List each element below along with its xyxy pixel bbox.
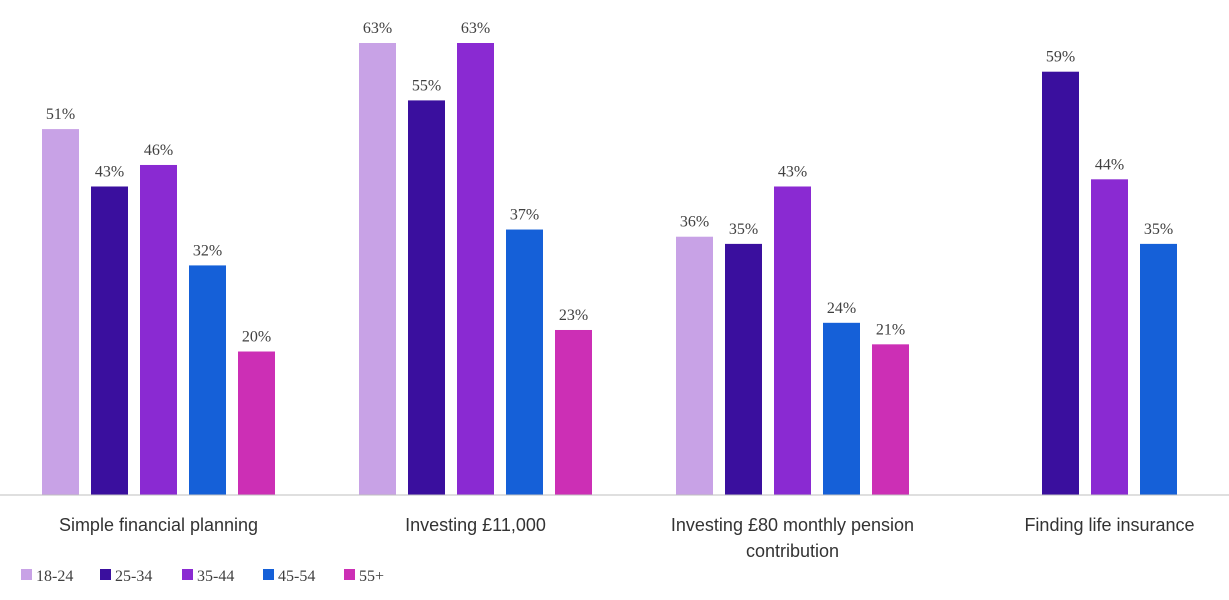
legend: 18-24 25-34 35-44 45-54 55+ (21, 568, 384, 585)
legend-item-label: 25-34 (115, 568, 152, 585)
legend-swatch (182, 569, 193, 580)
bar-4554-cat4 (1140, 243, 1177, 495)
data-label: 36% (680, 214, 709, 231)
data-label: 46% (144, 142, 173, 159)
legend-swatch (100, 569, 111, 580)
category-label: contribution (746, 541, 839, 561)
bars-layer (42, 43, 1177, 496)
legend-item-label: 55+ (359, 568, 384, 585)
bar-55-cat2 (555, 329, 592, 495)
data-label: 59% (1046, 49, 1075, 66)
data-label: 37% (510, 207, 539, 224)
category-label: Investing £80 monthly pension (671, 515, 914, 535)
bar-1824-cat1 (42, 129, 79, 495)
data-label: 35% (1144, 221, 1173, 238)
bar-2534-cat3 (725, 243, 762, 495)
bar-1824-cat3 (676, 236, 713, 495)
legend-swatch (21, 569, 32, 580)
legend-item-label: 45-54 (278, 568, 315, 585)
bar-55-cat1 (238, 351, 275, 495)
data-label: 44% (1095, 156, 1124, 173)
data-label: 23% (559, 307, 588, 324)
bar-1824-cat2 (359, 43, 396, 495)
data-label: 43% (95, 163, 124, 180)
bar-2534-cat4 (1042, 71, 1079, 495)
data-label: 35% (729, 221, 758, 238)
data-label: 20% (242, 329, 271, 346)
data-label: 51% (46, 106, 75, 123)
legend-item-label: 18-24 (36, 568, 73, 585)
category-labels-layer: Simple financial planning Investing £11,0… (59, 515, 1195, 561)
data-label: 21% (876, 321, 905, 338)
data-label: 55% (412, 77, 441, 94)
data-label: 63% (461, 20, 490, 37)
category-label: Finding life insurance (1024, 515, 1194, 535)
data-label: 63% (363, 20, 392, 37)
bar-3544-cat3 (774, 186, 811, 495)
legend-swatch (263, 569, 274, 580)
data-label: 24% (827, 300, 856, 317)
data-label: 32% (193, 242, 222, 259)
bar-2534-cat2 (408, 100, 445, 496)
bar-4554-cat1 (189, 265, 226, 495)
bar-4554-cat3 (823, 322, 860, 495)
bar-3544-cat1 (140, 164, 177, 495)
category-label: Investing £11,000 (405, 515, 546, 535)
bar-3544-cat2 (457, 43, 494, 495)
value-labels-layer: 51% 43% 46% 32% 20% 63% 55% 63% 37% 23% 36% 35% 43% 2… (46, 20, 1173, 346)
bar-2534-cat1 (91, 186, 128, 495)
category-label: Simple financial planning (59, 515, 258, 535)
legend-item-label: 35-44 (197, 568, 234, 585)
data-label: 43% (778, 163, 807, 180)
bar-4554-cat2 (506, 229, 543, 496)
legend-swatch (344, 569, 355, 580)
bar-3544-cat4 (1091, 179, 1128, 496)
bar-55-cat3 (872, 344, 909, 495)
